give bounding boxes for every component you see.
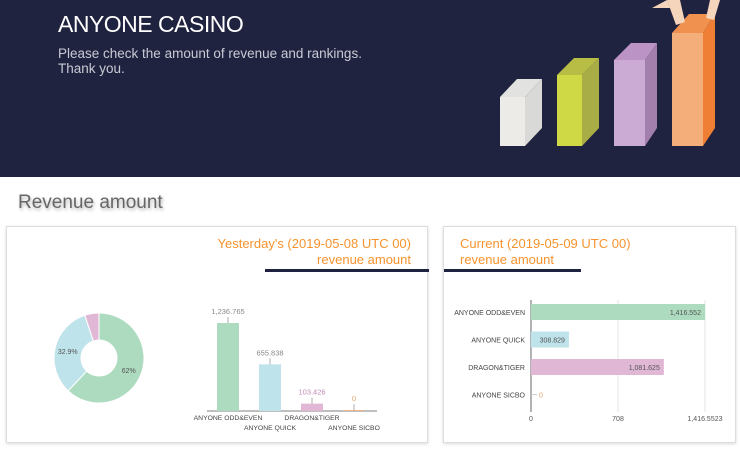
card-title: Yesterday's (2019-05-08 UTC 00) revenue … — [218, 236, 412, 268]
yesterday-revenue-card: Yesterday's (2019-05-08 UTC 00) revenue … — [6, 226, 429, 443]
current-bar-chart: 0 708 1,416.5523 ANYONE ODD&EVEN 1,416.552 AN… — [454, 300, 723, 423]
slice-label: 62% — [122, 368, 136, 375]
title-underline — [265, 269, 429, 272]
category-label: DRAGON&TIGER — [468, 365, 525, 372]
subtitle-line: Thank you. — [58, 61, 125, 76]
card-title: Current (2019-05-09 UTC 00) revenue amou… — [460, 236, 631, 268]
bar — [217, 323, 239, 411]
growth-bars-illustration — [500, 0, 720, 146]
bar — [259, 364, 281, 411]
header-banner: ANYONE CASINO Please check the amount of… — [0, 0, 740, 177]
bar-value-label: 1,416.552 — [670, 310, 701, 317]
category-label: ANYONE QUICK — [471, 338, 525, 345]
page-title: ANYONE CASINO — [58, 11, 244, 37]
x-tick-label: 1,416.5523 — [687, 416, 722, 423]
bar-value-label: 103.426 — [298, 388, 325, 397]
bar — [531, 359, 664, 375]
x-tick-label: 708 — [612, 416, 624, 423]
section-title: Revenue amount — [18, 192, 163, 213]
title-line: Yesterday's (2019-05-08 UTC 00) — [217, 236, 412, 251]
donut-slice — [84, 312, 100, 342]
title-underline — [444, 269, 581, 272]
current-revenue-card: Current (2019-05-09 UTC 00) revenue amou… — [443, 226, 736, 443]
bar — [531, 304, 705, 320]
title-line: Current (2019-05-09 UTC 00) — [460, 236, 631, 251]
header-subtitle: Please check the amount of revenue and r… — [58, 46, 398, 76]
bar-value-label: 655.838 — [256, 348, 283, 357]
bar — [343, 410, 365, 411]
x-tick-label: 0 — [529, 416, 533, 423]
category-label: ANYONE SICBO — [328, 425, 380, 432]
bar-value-label: 0 — [539, 393, 543, 400]
bar-value-label: 308.829 — [540, 338, 565, 345]
category-label: ANYONE QUICK — [244, 425, 297, 432]
title-line: revenue amount — [317, 252, 411, 267]
donut-slice — [67, 312, 145, 404]
category-label: DRAGON&TIGER — [284, 415, 339, 422]
slice-label: 32.9% — [58, 349, 78, 356]
yesterday-charts: 62% 32.9% 1,236.765 ANYONE ODD&EVEN 655.838 A… — [53, 307, 380, 432]
category-label: ANYONE SICBO — [472, 393, 526, 400]
bar-value-label: 0 — [352, 394, 356, 403]
title-line: revenue amount — [460, 252, 554, 267]
donut-slice — [53, 314, 94, 392]
bar — [531, 331, 569, 348]
bar — [301, 403, 323, 411]
bar-value-label: 1,236.765 — [211, 307, 244, 316]
bar-value-label: 1,081.625 — [629, 365, 660, 372]
category-label: ANYONE ODD&EVEN — [194, 415, 263, 422]
category-label: ANYONE ODD&EVEN — [454, 310, 525, 317]
subtitle-line: Please check the amount of revenue and r… — [58, 46, 362, 61]
